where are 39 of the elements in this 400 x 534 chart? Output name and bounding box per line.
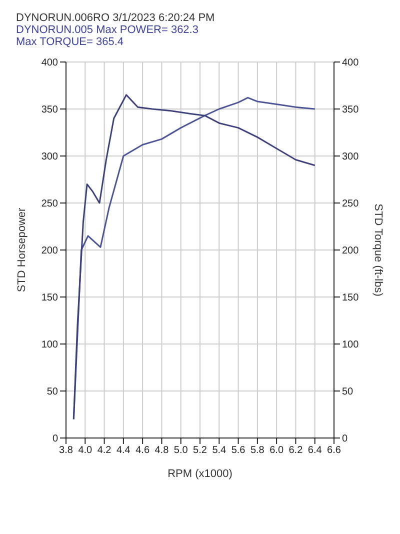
y2-tick-label: 350	[342, 104, 360, 116]
y-tick-label: 200	[41, 246, 58, 257]
y2-tick-label: 200	[342, 246, 360, 257]
x-tick-label: 6.2	[288, 445, 304, 456]
x-tick-label: 4.8	[154, 445, 170, 456]
text: DYNORUN.006RO 3/1/2023 6:20:24 PM	[16, 12, 216, 24]
x-axis-title: RPM (x1000)	[168, 468, 232, 480]
y2-tick-label: 0	[342, 434, 348, 445]
y-tick-label: 0	[52, 434, 58, 445]
y-tick-label: 400	[41, 58, 58, 69]
x-tick-label: 5.8	[250, 445, 265, 456]
x-tick-label: 5.6	[231, 445, 246, 456]
y-tick-label: 350	[41, 104, 58, 116]
x-tick-label: 6.0	[270, 445, 284, 456]
y-tick-label: 100	[41, 340, 58, 351]
y2-tick-label: 400	[342, 58, 360, 69]
text: DYNORUN.005 Max POWER= 362.3	[16, 24, 200, 36]
y-axis-title: STD Horsepower	[16, 207, 28, 292]
y2-tick-label: 150	[342, 292, 360, 304]
y2-tick-label: 50	[342, 386, 354, 398]
x-tick-label: 4.0	[78, 445, 93, 456]
y-tick-label: 50	[46, 386, 58, 398]
text: Max TORQUE= 365.4	[16, 36, 125, 48]
x-tick-label: 6.6	[327, 445, 342, 456]
y2-tick-label: 300	[342, 152, 360, 163]
y-tick-label: 150	[41, 292, 58, 304]
y-tick-label: 300	[41, 152, 58, 163]
y2-tick-label: 250	[342, 198, 360, 210]
x-tick-label: 4.4	[116, 445, 131, 456]
x-tick-label: 4.2	[97, 445, 112, 456]
x-tick-label: 3.8	[59, 445, 74, 456]
x-tick-label: 6.4	[308, 445, 322, 456]
y2-axis-title: STD Torque (ft-lbs)	[372, 204, 384, 296]
y-tick-label: 250	[41, 198, 58, 210]
x-tick-label: 5.2	[193, 445, 208, 456]
x-tick-label: 4.6	[136, 445, 150, 456]
x-tick-label: 5.0	[174, 445, 188, 456]
x-tick-label: 5.4	[212, 445, 227, 456]
y2-tick-label: 100	[342, 340, 360, 351]
